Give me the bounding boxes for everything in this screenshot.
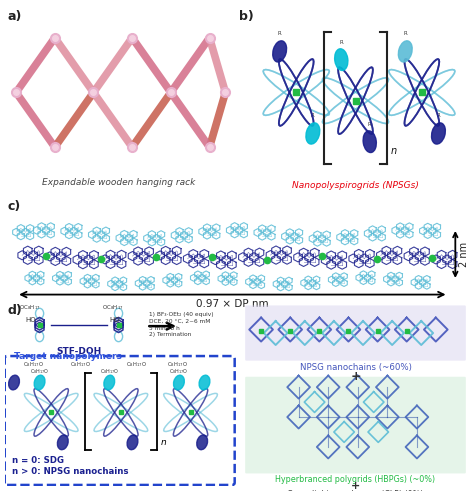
Text: OC$_8$H$_{17}$: OC$_8$H$_{17}$: [18, 303, 40, 312]
Ellipse shape: [273, 41, 287, 62]
Text: C$_8$H$_{17}$O: C$_8$H$_{17}$O: [70, 360, 91, 369]
Text: Hyperbranced polygrids (HBPGs) (~0%): Hyperbranced polygrids (HBPGs) (~0%): [275, 475, 436, 484]
Ellipse shape: [9, 375, 19, 390]
Text: Target nanopolymers: Target nanopolymers: [14, 352, 122, 361]
Text: Cross-linking polymers (CLP) (0%): Cross-linking polymers (CLP) (0%): [287, 490, 424, 491]
Text: R: R: [311, 113, 315, 118]
Ellipse shape: [398, 41, 412, 62]
Text: C$_8$H$_{17}$O: C$_8$H$_{17}$O: [169, 367, 189, 376]
Text: n: n: [391, 146, 397, 156]
Text: a): a): [7, 10, 21, 24]
Text: STF-DOH: STF-DOH: [56, 347, 102, 356]
Ellipse shape: [431, 123, 446, 144]
Text: C$_8$H$_{17}$O: C$_8$H$_{17}$O: [30, 367, 49, 376]
Text: c): c): [7, 199, 20, 213]
FancyBboxPatch shape: [245, 305, 466, 361]
Text: R: R: [278, 31, 282, 36]
Ellipse shape: [197, 435, 208, 450]
Text: +: +: [351, 482, 360, 491]
Ellipse shape: [57, 435, 68, 450]
Text: 0.97 × DP nm: 0.97 × DP nm: [196, 300, 269, 309]
Text: Expandable wooden hanging rack: Expandable wooden hanging rack: [42, 178, 195, 187]
Text: C$_8$H$_{17}$O: C$_8$H$_{17}$O: [23, 360, 44, 369]
Text: 1) BF₃·OEt₂ (40 equiv)
DCE, 20 °C, 2~6 mM
5 min~8 h
2) Termination: 1) BF₃·OEt₂ (40 equiv) DCE, 20 °C, 2~6 m…: [149, 312, 213, 337]
Text: n: n: [160, 437, 166, 447]
Ellipse shape: [363, 131, 376, 153]
Text: R: R: [339, 40, 343, 45]
Ellipse shape: [104, 375, 115, 390]
Text: OC$_8$H$_{17}$: OC$_8$H$_{17}$: [102, 303, 124, 312]
Text: R: R: [403, 31, 407, 36]
Text: n = 0: SDG: n = 0: SDG: [12, 456, 64, 465]
Text: R: R: [368, 122, 372, 127]
Ellipse shape: [173, 375, 184, 390]
Text: HO: HO: [26, 317, 36, 323]
Text: b): b): [239, 10, 254, 24]
Text: C$_8$H$_{17}$O: C$_8$H$_{17}$O: [100, 367, 119, 376]
Ellipse shape: [34, 375, 45, 390]
Text: n > 0: NPSG nanochains: n > 0: NPSG nanochains: [12, 466, 128, 475]
Text: Nanopolyspirogrids (NPSGs): Nanopolyspirogrids (NPSGs): [292, 181, 419, 190]
Text: 2 nm: 2 nm: [459, 242, 469, 267]
Text: C$_8$H$_{17}$O: C$_8$H$_{17}$O: [126, 360, 146, 369]
Text: d): d): [7, 304, 22, 317]
Text: NPSG nanochains (~60%): NPSG nanochains (~60%): [300, 363, 411, 372]
FancyBboxPatch shape: [245, 377, 466, 473]
Text: +: +: [350, 370, 361, 383]
Ellipse shape: [199, 375, 210, 390]
Text: R: R: [437, 113, 440, 118]
Text: HO: HO: [109, 317, 120, 323]
Ellipse shape: [127, 435, 138, 450]
Ellipse shape: [306, 123, 320, 144]
Ellipse shape: [335, 49, 348, 71]
Text: C$_8$H$_{17}$O: C$_8$H$_{17}$O: [167, 360, 188, 369]
